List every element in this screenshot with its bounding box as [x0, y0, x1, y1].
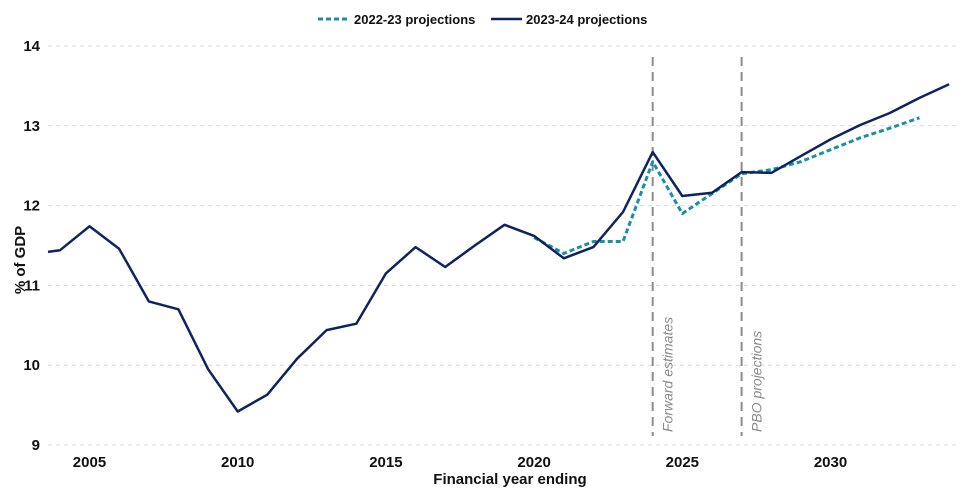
annotation-lines: Forward estimates PBO projections [653, 57, 765, 436]
legend-label: 2022-23 projections [354, 12, 475, 27]
series-line-1 [534, 118, 919, 254]
line-chart: 91011121314 2005 2010 2015 2020 2025 2030 For… [0, 0, 979, 492]
x-tick-label: 2025 [666, 454, 699, 471]
x-axis-ticks: 2005 2010 2015 2020 2025 2030 [73, 454, 847, 471]
x-tick-label: 2005 [73, 454, 106, 471]
y-tick-label: 12 [23, 198, 40, 215]
x-tick-label: 2020 [517, 454, 550, 471]
y-tick-label: 10 [23, 357, 40, 374]
x-tick-label: 2015 [369, 454, 402, 471]
annotation-label: Forward estimates [660, 317, 676, 432]
gridlines [48, 46, 958, 445]
series-line-2 [48, 84, 949, 411]
y-axis-title: % of GDP [12, 226, 29, 294]
y-tick-label: 13 [23, 118, 40, 135]
y-tick-label: 9 [32, 437, 40, 454]
series-lines [48, 84, 949, 411]
x-tick-label: 2010 [221, 454, 254, 471]
y-tick-label: 14 [23, 38, 40, 55]
x-tick-label: 2030 [814, 454, 847, 471]
x-axis-title: Financial year ending [433, 471, 586, 488]
legend-label: 2023-24 projections [526, 12, 647, 27]
annotation-label: PBO projections [749, 331, 765, 432]
legend: 2022-23 projections 2023-24 projections [318, 12, 647, 27]
